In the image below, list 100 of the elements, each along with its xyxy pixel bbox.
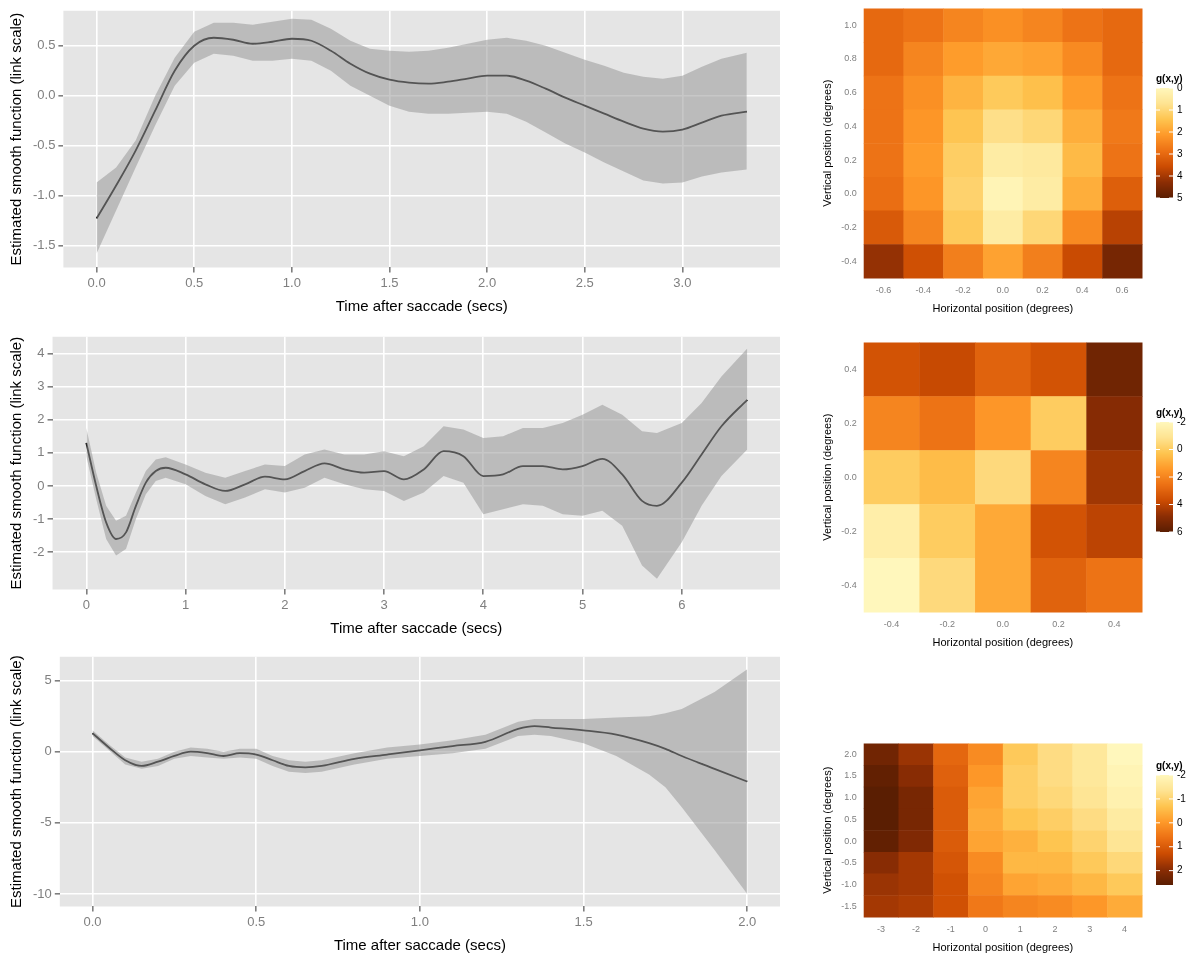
color-bar-label: 5 [1177,191,1183,203]
color-bar-label: -1 [1177,792,1187,804]
x-tick-label: 0.0 [996,284,1010,295]
x-tick-label: 0.6 [1115,284,1129,295]
y-tick-label: -2 [33,543,45,559]
color-bar-label: 4 [1177,169,1183,181]
y-axis-title: Vertical position (degrees) [820,413,833,541]
x-tick-label: 0.2 [1052,618,1065,629]
x-tick-label: 5 [578,596,587,612]
y-tick-label: 0.2 [844,154,857,165]
color-bar-title: g(x,y) [1156,759,1183,771]
y-tick-label: -0.4 [841,255,857,266]
x-tick-label: 1.5 [574,913,593,929]
y-tick-label: -0.4 [841,579,857,590]
y-tick-label: -1.5 [841,900,857,911]
x-tick-label: 3.0 [673,274,692,290]
x-tick-label: 1.0 [410,913,429,929]
y-axis-title: Estimated smooth function (link scale) [7,655,25,908]
x-tick-label: 4 [1122,923,1128,934]
x-tick-label: 2.0 [478,274,497,290]
y-axis-title: Estimated smooth function (link scale) [7,336,25,590]
x-axis-title: Horizontal position (degrees) [932,941,1074,954]
color-bar-title: g(x,y) [1156,72,1183,84]
x-tick-label: 0 [82,596,90,612]
y-tick-label: 0 [37,477,45,493]
x-tick-label: 3 [1087,923,1093,934]
x-tick-label: 2 [1052,923,1058,934]
x-tick-label: -1 [946,923,955,934]
y-tick-label: 0.6 [844,87,857,98]
y-tick-label: 1.0 [844,19,857,30]
x-tick-label: 0.2 [1036,284,1049,295]
y-tick-label: -5 [40,814,52,830]
y-tick-label: -1 [33,510,45,526]
y-tick-label: -1.0 [841,878,857,889]
x-tick-label: 0.5 [247,913,266,929]
color-bar-label: 1 [1177,103,1183,115]
y-tick-label: -1.5 [32,237,56,253]
y-axis-title: Vertical position (degrees) [820,79,833,207]
color-bar-label: 4 [1177,498,1183,510]
line-series [91,725,749,783]
x-tick-label: 0.5 [185,274,204,290]
y-tick-label: -1.0 [32,187,56,203]
y-tick-label: 3 [37,378,45,394]
x-tick-label: 1.0 [282,274,301,290]
x-tick-label: 6 [678,596,686,612]
y-tick-label: 0.4 [844,120,857,131]
color-bar-label: 6 [1177,525,1183,537]
y-axis-title: Estimated smooth function (link scale) [7,12,25,266]
y-tick-label: 4 [37,344,45,360]
x-tick-label: 2.5 [575,274,594,290]
line-series [95,36,748,220]
x-tick-label: 2 [281,596,289,612]
y-tick-label: 0.0 [37,87,56,103]
x-axis-title: Time after saccade (secs) [330,619,503,637]
y-axis-title: Vertical position (degrees) [820,766,833,894]
x-axis-title: Time after saccade (secs) [333,936,506,954]
color-bar-label: 2 [1177,470,1183,482]
y-tick-label: -0.5 [32,137,56,153]
y-tick-label: 1 [37,444,45,460]
x-axis-title: Time after saccade (secs) [335,297,508,315]
line-series [85,398,749,540]
x-tick-label: -3 [877,923,886,934]
x-tick-label: 0.0 [996,618,1010,629]
y-tick-label: -0.5 [841,857,857,868]
x-tick-label: 1 [1017,923,1023,934]
y-tick-label: 0.5 [37,37,56,53]
y-tick-label: 0.0 [844,835,857,846]
x-tick-label: 1.5 [380,274,399,290]
y-tick-label: 5 [44,672,52,688]
y-tick-label: 1.0 [844,792,857,803]
x-tick-label: 0 [982,923,988,934]
color-bar-label: 0 [1177,443,1183,455]
y-tick-label: 0.8 [844,53,857,64]
x-tick-label: 0.0 [83,913,102,929]
y-tick-label: -0.2 [841,525,857,536]
y-tick-label: 2.0 [844,748,857,759]
x-tick-label: 2.0 [738,913,757,929]
y-tick-label: 0 [44,743,52,759]
x-tick-label: -0.4 [883,618,900,629]
x-axis-title: Horizontal position (degrees) [932,302,1074,315]
x-tick-label: 4 [479,596,487,612]
y-tick-label: 1.5 [844,770,857,781]
color-bar-label: 0 [1177,816,1183,828]
x-tick-label: 0.0 [87,274,106,290]
color-bar-label: 1 [1177,840,1183,852]
x-tick-label: -0.6 [875,284,892,295]
y-tick-label: 2 [37,411,45,427]
x-tick-label: -0.4 [915,284,932,295]
color-bar-label: 2 [1177,125,1183,137]
x-tick-label: 1 [181,596,190,612]
x-tick-label: 3 [380,596,388,612]
y-tick-label: 0.4 [844,363,857,374]
y-tick-label: 0.2 [844,417,857,428]
y-tick-label: 0.0 [844,188,857,199]
x-tick-label: -0.2 [955,284,971,295]
x-tick-label: 0.4 [1107,618,1121,629]
x-tick-label: 0.4 [1076,284,1089,295]
x-axis-title: Horizontal position (degrees) [932,636,1074,649]
color-bar-title: g(x,y) [1156,406,1183,418]
x-tick-label: -2 [911,923,920,934]
